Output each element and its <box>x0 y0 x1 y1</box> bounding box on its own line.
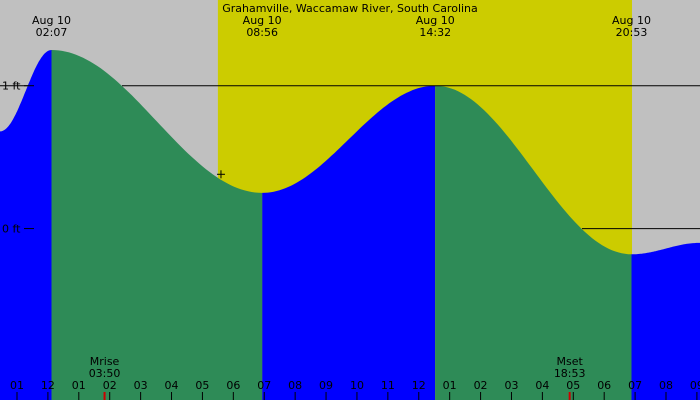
hour-label: 11 <box>381 379 395 392</box>
extremum-time: 02:07 <box>36 26 68 39</box>
hour-label: 10 <box>350 379 364 392</box>
extremum-date: Aug 10 <box>612 14 651 27</box>
falling-tide-area <box>435 85 632 400</box>
hour-label: 02 <box>474 379 488 392</box>
extremum-date: Aug 10 <box>416 14 455 27</box>
hour-label: 05 <box>566 379 580 392</box>
hour-label: 04 <box>535 379 549 392</box>
hour-label: 12 <box>412 379 426 392</box>
y-tick-label: 0 ft <box>2 223 21 236</box>
hour-label: 07 <box>257 379 271 392</box>
hour-label: 07 <box>628 379 642 392</box>
hour-label: 06 <box>226 379 240 392</box>
tide-areas <box>0 50 700 400</box>
moon-event-label: Mset <box>557 355 584 368</box>
moon-event-time: 03:50 <box>89 367 121 380</box>
current-level-marker <box>216 170 225 179</box>
chart-title: Grahamville, Waccamaw River, South Carol… <box>222 2 478 15</box>
hour-label: 01 <box>72 379 86 392</box>
hour-label: 05 <box>195 379 209 392</box>
hour-label: 04 <box>165 379 179 392</box>
hour-axis: 01 12 01 02 03 04 05 06 07 08 09 10 11 12 01 02 03 04 05 06… <box>10 379 700 400</box>
reference-lines: 1 ft 0 ft <box>0 80 700 236</box>
hour-label: 01 <box>10 379 24 392</box>
y-tick-label: 1 ft <box>2 80 21 93</box>
hour-label: 09 <box>690 379 700 392</box>
hour-label: 08 <box>659 379 673 392</box>
hour-label: 01 <box>443 379 457 392</box>
hour-label: 03 <box>134 379 148 392</box>
rising-tide-area <box>0 50 52 400</box>
hour-label: 03 <box>504 379 518 392</box>
extremum-date: Aug 10 <box>32 14 71 27</box>
extremum-time: 14:32 <box>419 26 451 39</box>
hour-label: 08 <box>288 379 302 392</box>
hour-label: 02 <box>103 379 117 392</box>
extremum-time: 08:56 <box>246 26 278 39</box>
hour-label: 12 <box>41 379 55 392</box>
hour-label: 09 <box>319 379 333 392</box>
hour-label: 06 <box>597 379 611 392</box>
moon-event-label: Mrise <box>90 355 120 368</box>
falling-tide-area <box>51 50 263 400</box>
rising-tide-area <box>262 85 436 400</box>
extremum-time: 20:53 <box>616 26 648 39</box>
rising-tide-area <box>631 242 700 400</box>
moon-event-time: 18:53 <box>554 367 586 380</box>
extremum-date: Aug 10 <box>243 14 282 27</box>
